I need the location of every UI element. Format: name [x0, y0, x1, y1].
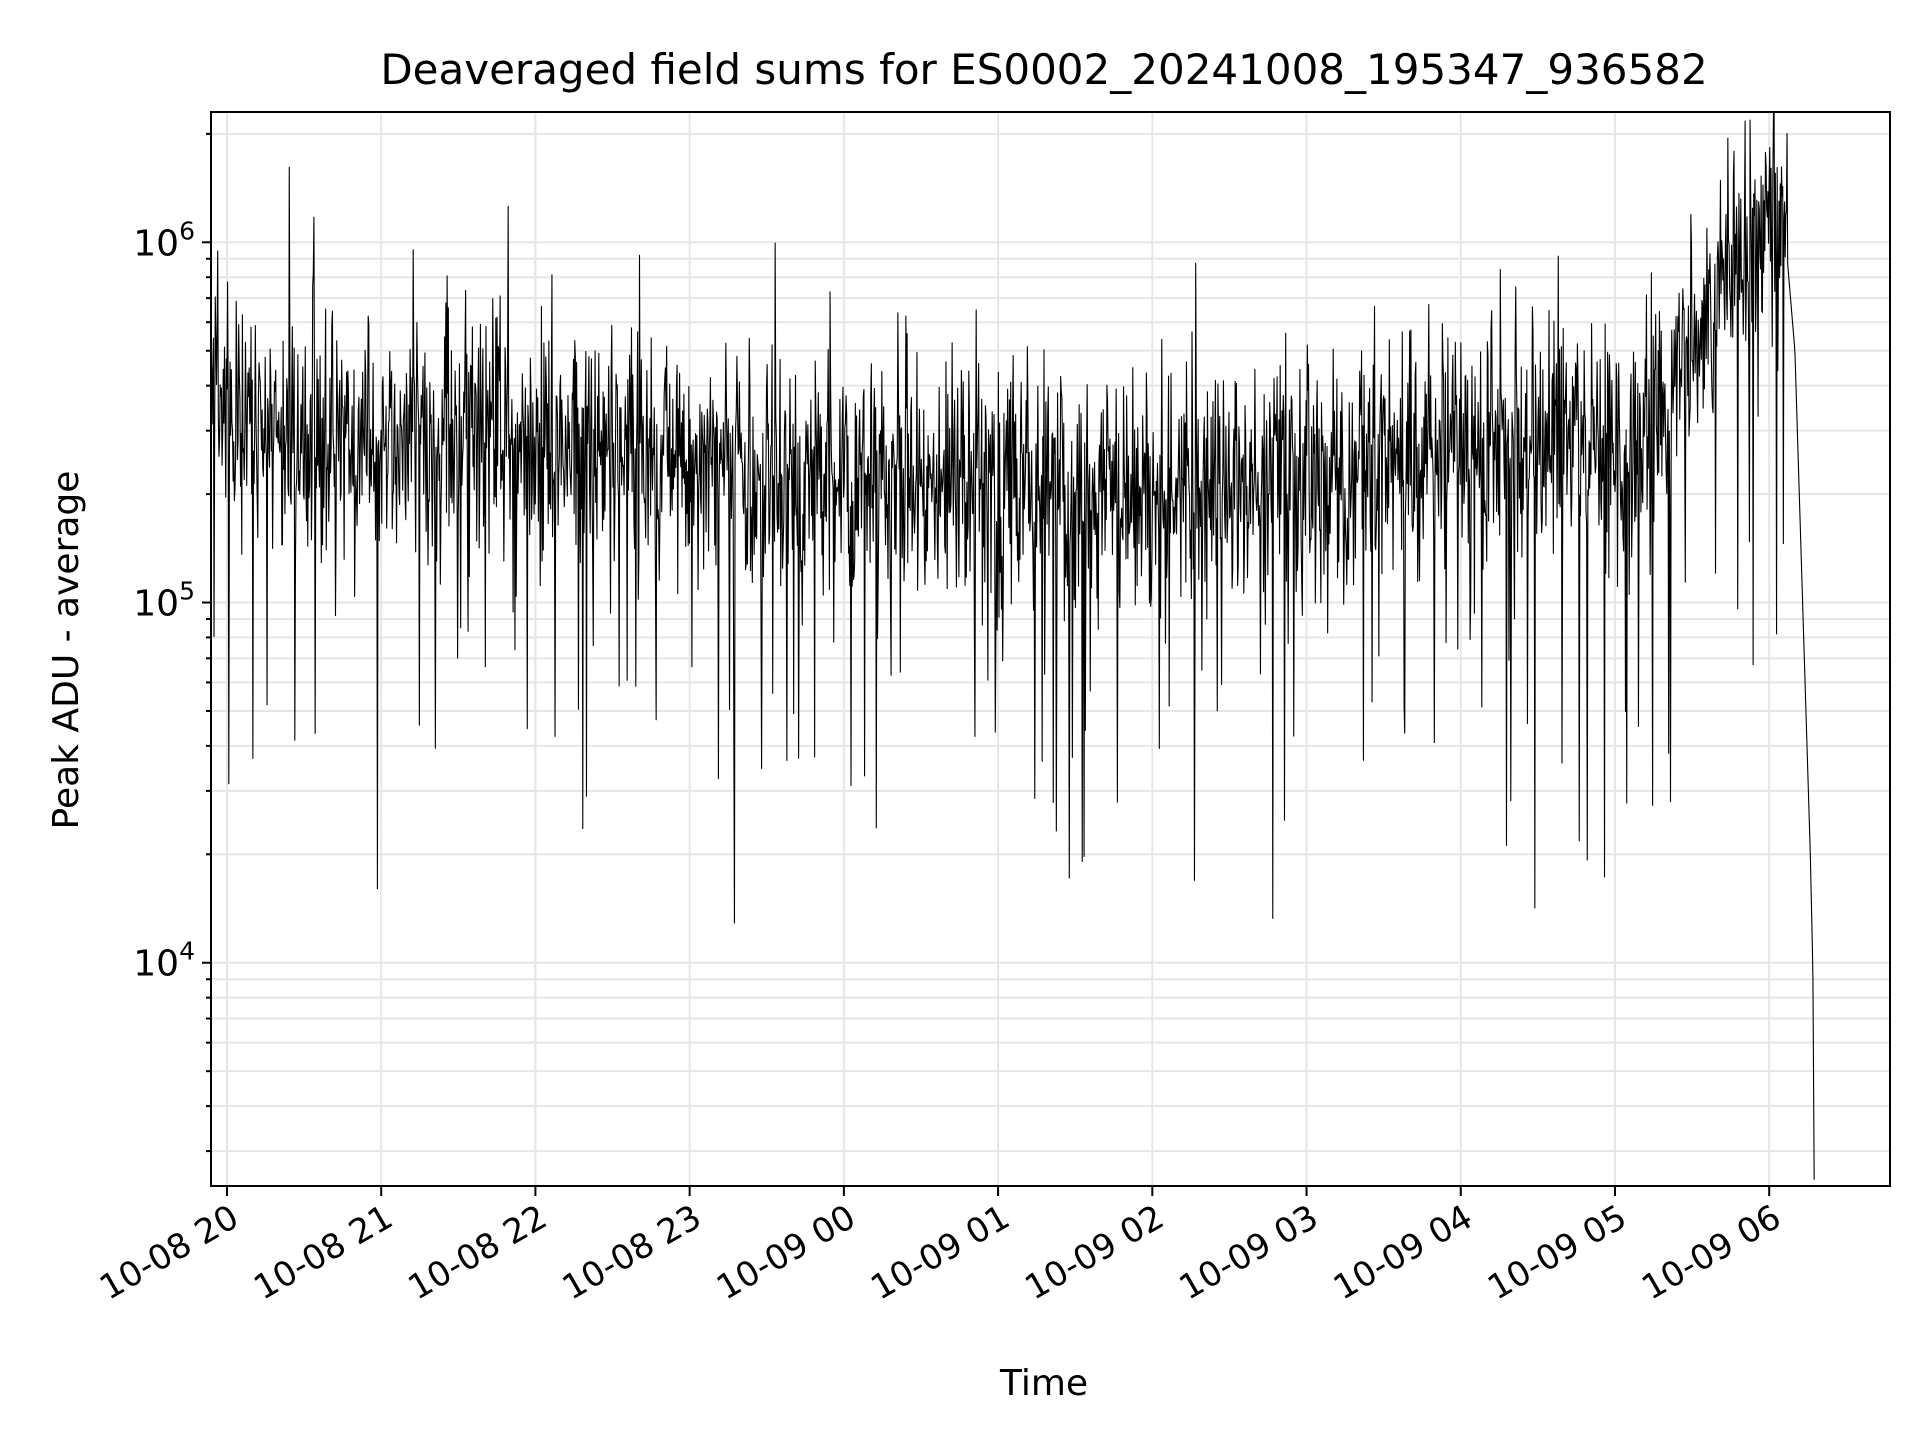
y-axis-ticks: 104 105 106 — [133, 132, 211, 1153]
y-tick-label: 106 — [133, 216, 195, 264]
y-axis-label: Peak ADU - average — [46, 471, 87, 830]
y-tick-label: 104 — [133, 937, 195, 985]
plot-series — [211, 111, 1815, 1180]
y-tick-label: 105 — [133, 577, 195, 625]
x-axis-label: Time — [999, 1363, 1088, 1404]
chart-title: Deaveraged field sums for ES0002_2024100… — [380, 45, 1707, 94]
plot-frame — [210, 111, 1891, 1187]
series-line — [211, 111, 1815, 1180]
